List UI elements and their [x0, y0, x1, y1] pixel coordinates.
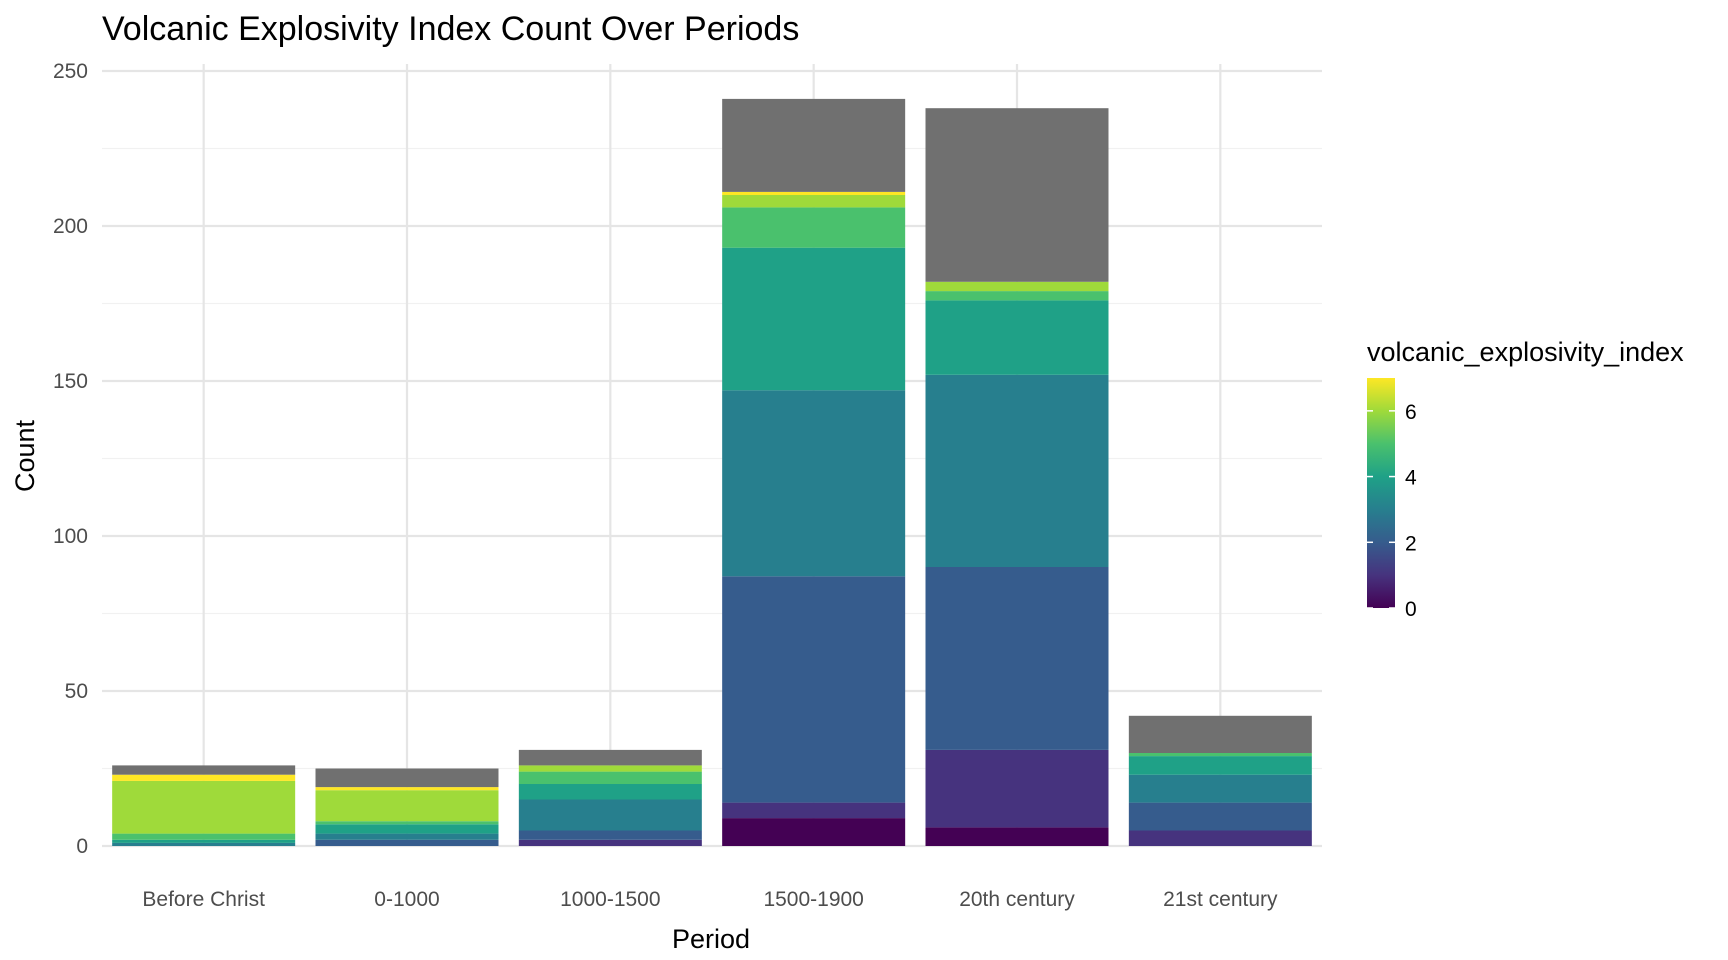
bar-segment-vei-NA — [925, 108, 1109, 282]
bar-segment-vei-1 — [722, 802, 906, 819]
bar-segment-vei-5 — [112, 833, 296, 840]
bar-segment-vei-5 — [518, 771, 702, 784]
bar-segment-vei-6 — [315, 790, 499, 822]
bar-segment-vei-3 — [925, 374, 1109, 567]
bar-segment-vei-2 — [315, 839, 499, 846]
y-tick-label: 250 — [53, 60, 88, 83]
bar-segment-vei-2 — [1128, 802, 1312, 831]
legend-tick-label: 2 — [1405, 532, 1417, 555]
y-tick-label: 200 — [53, 215, 88, 238]
bar-segment-vei-4 — [925, 300, 1109, 375]
legend-tick-label: 6 — [1405, 401, 1417, 424]
chart-title: Volcanic Explosivity Index Count Over Pe… — [102, 10, 799, 48]
bar-segment-vei-1 — [925, 749, 1109, 828]
bar-segment-vei-5 — [925, 291, 1109, 301]
bar-segment-vei-4 — [315, 824, 499, 834]
x-axis-title: Period — [672, 924, 750, 954]
bar-segment-vei-3 — [112, 842, 296, 846]
bars — [112, 98, 1312, 846]
bar-segment-vei-6 — [722, 195, 906, 208]
x-tick-label: 1000-1500 — [560, 888, 660, 911]
bar-segment-vei-NA — [112, 765, 296, 775]
legend-title: volcanic_explosivity_index — [1367, 337, 1684, 367]
bar-segment-vei-0 — [925, 827, 1109, 846]
y-tick-label: 100 — [53, 525, 88, 548]
bar-segment-vei-6 — [112, 780, 296, 834]
x-tick-label: Before Christ — [142, 888, 265, 911]
bar-segment-vei-NA — [315, 768, 499, 788]
bar-segment-vei-3 — [722, 390, 906, 577]
bar-segment-vei-4 — [112, 839, 296, 843]
x-tick-label: 21st century — [1163, 888, 1278, 911]
bar-segment-vei-5 — [315, 821, 499, 825]
bar-segment-vei-NA — [722, 98, 906, 192]
bar-segment-vei-2 — [518, 830, 702, 840]
bar-segment-vei-7 — [112, 774, 296, 781]
bar-segment-vei-6 — [518, 765, 702, 772]
bar-segment-vei-2 — [925, 567, 1109, 750]
bar-segment-vei-4 — [1128, 756, 1312, 775]
x-tick-label: 20th century — [959, 888, 1075, 911]
legend-ticks: 0 2 4 6 — [1367, 401, 1417, 621]
bar-segment-vei-7 — [722, 191, 906, 195]
bar-segment-vei-4 — [518, 784, 702, 800]
x-tick-label: 0-1000 — [374, 888, 439, 911]
bar-segment-vei-2 — [722, 576, 906, 803]
legend-tick-label: 0 — [1405, 598, 1417, 621]
y-tick-label: 0 — [76, 835, 88, 858]
legend-tick-label: 4 — [1405, 467, 1417, 490]
bar-segment-vei-4 — [722, 247, 906, 391]
x-tick-label: 1500-1900 — [763, 888, 863, 911]
bar-segment-vei-3 — [1128, 774, 1312, 803]
y-axis-title: Count — [10, 419, 40, 492]
bar-segment-vei-1 — [518, 839, 702, 846]
legend-colorbar — [1367, 378, 1395, 608]
bar-segment-vei-3 — [518, 799, 702, 831]
y-tick-label: 150 — [53, 370, 88, 393]
legend: volcanic_explosivity_index 0 2 4 6 — [1367, 337, 1684, 621]
bar-segment-vei-6 — [925, 281, 1109, 292]
bar-segment-vei-5 — [722, 207, 906, 248]
bar-segment-vei-7 — [315, 787, 499, 791]
bar-segment-vei-3 — [315, 833, 499, 840]
bar-segment-vei-1 — [1128, 830, 1312, 846]
bar-segment-vei-NA — [1128, 715, 1312, 753]
x-axis-ticks: Before Christ 0-1000 1000-1500 1500-1900 20t… — [142, 888, 1278, 911]
bar-segment-vei-5 — [1128, 753, 1312, 757]
y-axis-ticks: 0 50 100 150 200 250 — [53, 60, 88, 858]
bar-segment-vei-NA — [518, 749, 702, 766]
grid-lines — [102, 64, 1322, 848]
bar-segment-vei-0 — [722, 818, 906, 846]
y-tick-label: 50 — [65, 680, 88, 703]
